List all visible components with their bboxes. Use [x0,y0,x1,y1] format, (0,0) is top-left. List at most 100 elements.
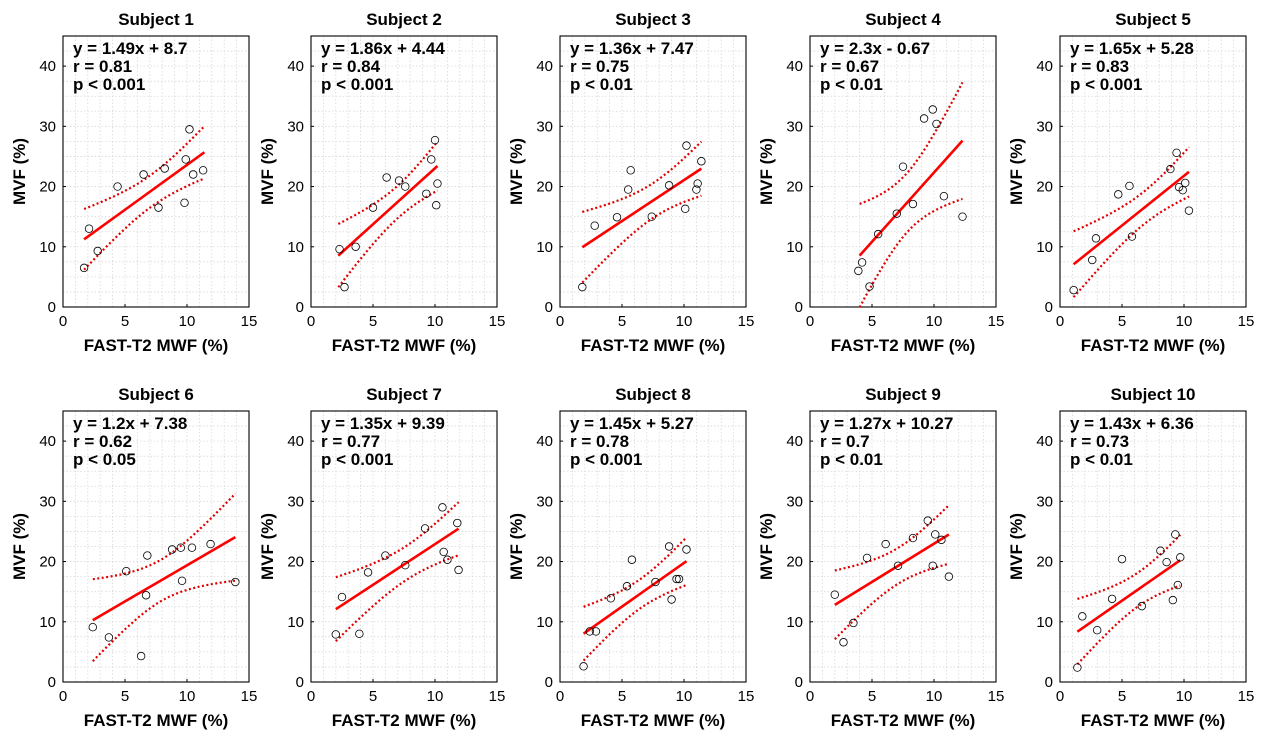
y-tick-label: 10 [536,239,553,256]
data-point [394,176,404,185]
y-tick-label: 30 [536,118,553,135]
y-tick-label: 20 [287,179,304,196]
y-tick-label: 20 [536,554,553,571]
data-point [893,561,903,570]
y-tick-label: 40 [786,58,803,75]
data-point [908,199,918,209]
x-axis-label: FAST-T2 MWF (%) [84,711,228,730]
x-tick-label: 0 [307,313,315,330]
data-point [430,135,440,145]
axes-box [1059,35,1247,308]
x-tick-label: 10 [1176,688,1193,705]
axes-box [559,410,747,683]
x-tick-label: 10 [427,313,444,330]
correlation-r: r = 0.81 [73,57,132,76]
data-point [340,282,349,292]
data-point [939,191,949,201]
y-tick-label: 20 [786,554,803,571]
subplot-title: Subject 10 [1110,385,1195,404]
subplot-10: 0 5 10 15 0 10 20 30 40 Subject 10 FAST-T2 MWF (%)… [1007,385,1254,730]
x-axis-label: FAST-T2 MWF (%) [1081,711,1225,730]
axes-box [559,35,747,308]
data-point [1173,580,1182,590]
subplot-title: Subject 7 [366,385,442,404]
data-point [335,244,344,254]
data-point [160,164,169,173]
y-tick-label: 30 [287,118,304,135]
data-point [355,629,364,639]
data-point [932,119,941,129]
data-point [1181,178,1190,188]
p-value: p < 0.001 [321,75,393,94]
y-axis-label: MVF (%) [507,138,526,205]
data-point [839,638,848,647]
x-tick-label: 0 [806,688,814,705]
data-point [420,524,430,533]
x-tick-label: 10 [926,313,943,330]
y-tick-label: 30 [786,118,803,135]
regression-line [582,560,688,635]
x-axis-label: FAST-T2 MWF (%) [831,336,975,355]
data-point [181,155,190,164]
y-tick-label: 10 [1036,239,1053,256]
data-point [136,651,146,661]
regression-equation: y = 1.45x + 5.27 [570,414,694,433]
axes-box [62,35,250,308]
subplot-title: Subject 1 [118,10,194,29]
data-point [143,551,152,560]
data-point [931,530,940,539]
data-point [382,173,391,182]
data-point [1073,663,1082,672]
x-tick-label: 15 [241,313,258,330]
subplot-title: Subject 5 [1115,10,1191,29]
data-point [433,179,442,188]
data-point [928,561,937,570]
data-point [88,622,97,632]
y-tick-label: 0 [795,674,803,691]
subplot-5: 0 5 10 15 0 10 20 30 40 Subject 5 FAST-T2 MWF (%) M… [1007,10,1254,355]
data-point [1117,554,1127,564]
data-point [874,229,883,239]
x-tick-label: 5 [369,688,377,705]
data-point [590,221,599,230]
p-value: p < 0.01 [570,75,633,94]
axes-box [1059,410,1247,683]
y-tick-label: 0 [545,674,553,691]
data-point [454,565,463,575]
y-tick-label: 20 [786,179,803,196]
y-tick-label: 0 [48,674,56,691]
data-point [937,535,946,545]
x-tick-label: 0 [307,688,315,705]
data-point [1127,232,1137,241]
data-point [682,545,691,554]
data-point [1162,557,1171,567]
data-point [672,574,681,584]
data-point [1184,206,1194,215]
subplot-3: 0 5 10 15 0 10 20 30 40 Subject 3 FAST-T2 MWF (%) M… [507,10,754,355]
axes-box [62,410,250,683]
y-tick-label: 10 [39,239,56,256]
regression-line [92,535,237,622]
data-point [1168,595,1178,605]
x-tick-label: 5 [1118,688,1126,705]
data-point [958,212,967,221]
data-point [79,263,89,273]
grid-lines [810,411,996,682]
subplot-2: 0 5 10 15 0 10 20 30 40 Subject 2 FAST-T2 MWF (%) M… [258,10,505,355]
y-tick-label: 20 [1036,179,1053,196]
data-point [1172,148,1181,158]
ci-lower-line [335,554,459,642]
x-axis-label: FAST-T2 MWF (%) [332,711,476,730]
x-tick-label: 15 [1238,313,1255,330]
data-point [881,539,890,549]
data-point [180,198,189,208]
x-tick-label: 15 [241,688,258,705]
data-point [401,182,410,191]
grid-lines [560,411,746,682]
x-tick-label: 5 [868,688,876,705]
grid-lines [311,411,497,682]
regression-line [1076,559,1182,633]
correlation-r: r = 0.75 [570,57,629,76]
ci-upper-line [859,81,964,205]
data-point [188,170,198,179]
